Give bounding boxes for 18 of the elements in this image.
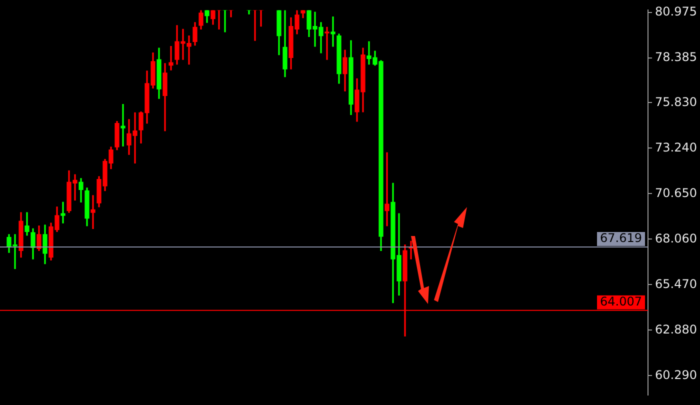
y-tick-label: 65.470 [655, 276, 697, 291]
candlestick [384, 152, 390, 226]
candlestick [60, 202, 66, 224]
y-tick-label: 60.290 [655, 368, 697, 382]
y-tick-label: 80.975 [655, 4, 697, 19]
ref-line-label: 67.619 [600, 231, 642, 246]
y-tick-label: 75.830 [655, 94, 697, 109]
y-tick-label: 73.240 [655, 140, 697, 154]
ref-line-label: 64.007 [600, 294, 642, 309]
y-tick-label: 68.060 [655, 231, 697, 246]
y-tick-label: 70.650 [655, 186, 697, 200]
candlestick [330, 16, 336, 47]
y-tick-label: 78.385 [655, 50, 697, 64]
candlestick [168, 46, 174, 70]
candlestick [324, 26, 330, 60]
candlestick [90, 195, 96, 229]
y-tick-label: 62.880 [655, 322, 697, 336]
candlestick [120, 104, 126, 146]
